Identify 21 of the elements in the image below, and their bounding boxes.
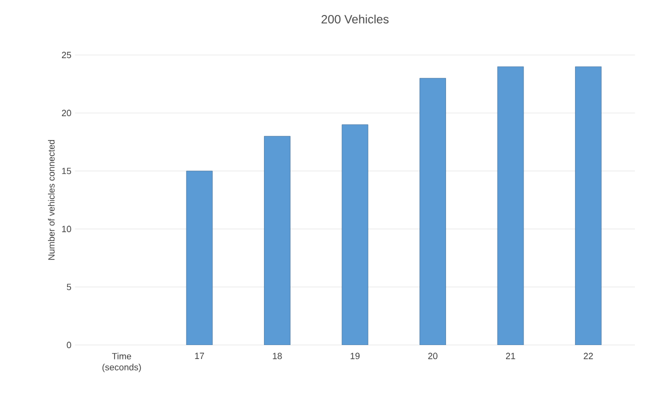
x-tick-label: 17 (195, 352, 204, 359)
x-tick-label: 21 (506, 352, 516, 360)
y-tick-label: 0 (66, 342, 72, 348)
bar (575, 66, 602, 345)
bar (497, 66, 524, 345)
bar (420, 78, 446, 345)
y-tick-label: 15 (62, 168, 72, 174)
y-tick-label: 20 (62, 110, 72, 116)
x-tick-label: Time (seconds) (102, 352, 141, 372)
chart-title: 200 Vehicles (322, 14, 389, 24)
x-tick-label: 20 (428, 352, 438, 360)
y-tick-label: 25 (62, 52, 72, 58)
bar (186, 170, 213, 345)
bar (342, 124, 368, 345)
x-tick-label: 18 (272, 352, 282, 360)
x-tick-label: 22 (584, 352, 593, 360)
y-tick-label: 5 (66, 284, 72, 290)
bar (264, 136, 290, 345)
x-tick-label: 19 (350, 352, 360, 360)
y-tick-label: 10 (62, 226, 72, 232)
y-axis-title: Number of vehicles connected (48, 140, 55, 260)
